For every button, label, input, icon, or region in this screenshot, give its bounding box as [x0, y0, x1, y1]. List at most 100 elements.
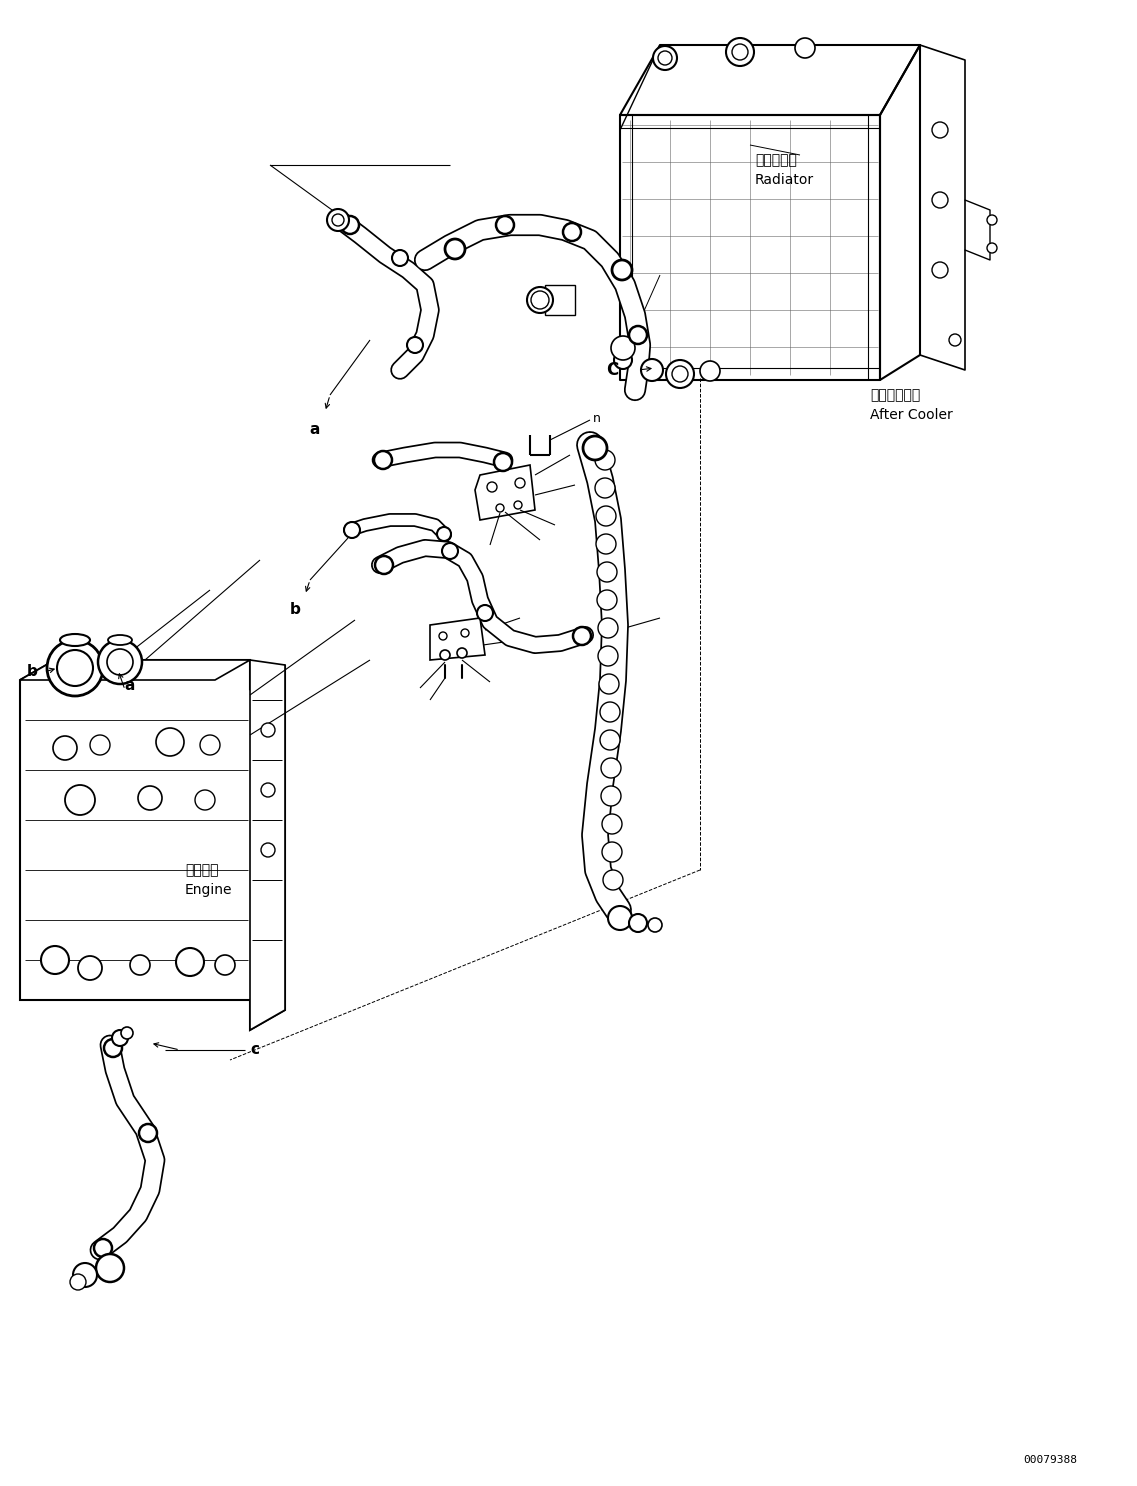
Circle shape	[457, 648, 467, 658]
Circle shape	[98, 640, 142, 684]
Circle shape	[597, 590, 617, 609]
Circle shape	[528, 287, 553, 314]
Ellipse shape	[108, 635, 132, 645]
Circle shape	[70, 1274, 86, 1290]
Circle shape	[583, 435, 607, 461]
Text: アフタクーラ: アフタクーラ	[870, 388, 920, 403]
Circle shape	[599, 675, 619, 694]
Circle shape	[595, 450, 615, 470]
Circle shape	[932, 192, 948, 208]
Circle shape	[949, 334, 961, 346]
Polygon shape	[250, 660, 285, 1030]
Circle shape	[515, 478, 525, 487]
Circle shape	[53, 736, 77, 759]
Circle shape	[392, 250, 408, 266]
Circle shape	[78, 955, 102, 979]
Circle shape	[41, 947, 69, 973]
Circle shape	[65, 785, 96, 814]
Circle shape	[139, 1123, 157, 1143]
Circle shape	[442, 542, 458, 559]
Circle shape	[601, 786, 621, 805]
Circle shape	[603, 869, 623, 890]
Circle shape	[327, 210, 349, 230]
Circle shape	[601, 814, 622, 834]
Circle shape	[107, 649, 133, 675]
Circle shape	[648, 918, 662, 932]
Text: a: a	[125, 678, 135, 692]
Circle shape	[90, 736, 110, 755]
Circle shape	[614, 351, 632, 369]
Circle shape	[262, 724, 275, 737]
Text: b: b	[27, 664, 38, 679]
Circle shape	[629, 325, 647, 343]
Circle shape	[596, 533, 616, 554]
Text: Engine: Engine	[185, 883, 232, 898]
Circle shape	[407, 337, 423, 354]
Circle shape	[341, 215, 359, 233]
Circle shape	[601, 843, 622, 862]
Circle shape	[727, 39, 754, 65]
Text: b: b	[290, 602, 300, 618]
Circle shape	[700, 361, 720, 380]
Ellipse shape	[60, 635, 90, 646]
Circle shape	[514, 501, 522, 510]
Circle shape	[658, 51, 672, 65]
Text: c: c	[250, 1043, 259, 1058]
Circle shape	[138, 786, 161, 810]
Circle shape	[653, 46, 677, 70]
Circle shape	[596, 507, 616, 526]
Polygon shape	[20, 660, 285, 1030]
Circle shape	[375, 556, 393, 574]
Circle shape	[439, 632, 447, 640]
Circle shape	[156, 728, 184, 756]
Circle shape	[445, 239, 465, 259]
Circle shape	[600, 730, 620, 750]
Circle shape	[987, 215, 997, 224]
Circle shape	[73, 1263, 97, 1287]
Circle shape	[487, 481, 497, 492]
Circle shape	[629, 914, 647, 932]
Polygon shape	[20, 660, 250, 681]
Circle shape	[437, 528, 451, 541]
Polygon shape	[545, 285, 575, 315]
Circle shape	[600, 701, 620, 722]
Circle shape	[113, 1030, 128, 1046]
Circle shape	[641, 360, 663, 380]
Circle shape	[608, 906, 632, 930]
Circle shape	[332, 214, 345, 226]
Text: n: n	[594, 412, 600, 425]
Circle shape	[987, 244, 997, 253]
Text: ラジエータ: ラジエータ	[755, 153, 797, 166]
Circle shape	[440, 649, 450, 660]
Text: Radiator: Radiator	[755, 172, 814, 187]
Circle shape	[598, 618, 619, 637]
Circle shape	[601, 758, 621, 779]
Circle shape	[672, 366, 688, 382]
Circle shape	[612, 260, 632, 279]
Circle shape	[57, 649, 93, 687]
Text: エンジン: エンジン	[185, 863, 218, 877]
Circle shape	[176, 948, 204, 976]
Polygon shape	[430, 618, 485, 660]
Circle shape	[215, 955, 235, 975]
Circle shape	[94, 1239, 113, 1257]
Circle shape	[573, 627, 591, 645]
Circle shape	[478, 605, 493, 621]
Circle shape	[598, 646, 619, 666]
Text: After Cooler: After Cooler	[870, 409, 953, 422]
Text: a: a	[309, 422, 321, 437]
Circle shape	[196, 791, 215, 810]
Circle shape	[732, 45, 748, 59]
Circle shape	[932, 122, 948, 138]
Circle shape	[96, 1254, 124, 1282]
Circle shape	[103, 1039, 122, 1057]
Circle shape	[597, 562, 617, 583]
Text: 00079388: 00079388	[1023, 1455, 1077, 1465]
Circle shape	[121, 1027, 133, 1039]
Circle shape	[496, 215, 514, 233]
Circle shape	[262, 783, 275, 796]
Circle shape	[932, 262, 948, 278]
Circle shape	[460, 629, 468, 637]
Circle shape	[563, 223, 581, 241]
Circle shape	[595, 478, 615, 498]
